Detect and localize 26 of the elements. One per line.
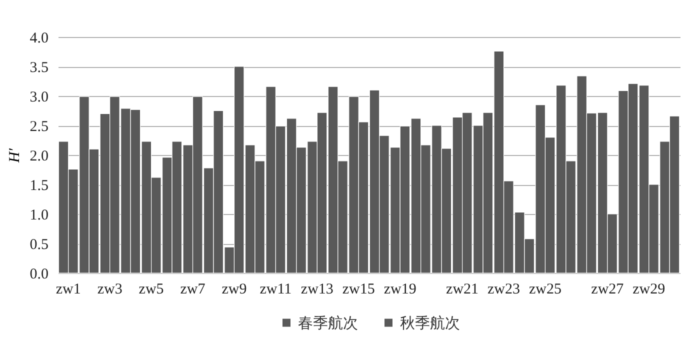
y-tick-label: 2.5 xyxy=(30,119,48,135)
x-tick-label: zw9 xyxy=(222,282,247,298)
x-tick-label: zw7 xyxy=(180,282,206,298)
y-tick-label: 1.5 xyxy=(30,178,48,194)
y-tick-label: 2.0 xyxy=(30,148,48,164)
x-tick-label: zw5 xyxy=(138,282,164,298)
y-tick-label: 0.5 xyxy=(30,237,48,253)
y-tick-label: 4.0 xyxy=(30,30,48,46)
x-tick-label: zw1 xyxy=(56,282,81,298)
y-tick-label: 3.5 xyxy=(30,60,48,76)
legend-label: 春季航次 xyxy=(298,314,358,332)
y-tick-label: 3.0 xyxy=(30,90,48,106)
x-tick-label: zw15 xyxy=(342,282,375,298)
x-tick-label: zw29 xyxy=(632,282,666,298)
y-axis-title: H′ xyxy=(6,148,23,164)
legend-label: 秋季航次 xyxy=(400,314,460,332)
y-tick-label: 0.0 xyxy=(30,266,48,282)
x-tick-label: zw23 xyxy=(488,282,520,298)
x-tick-label: zw19 xyxy=(384,282,416,298)
x-tick-label: zw11 xyxy=(260,282,292,298)
x-tick-label: zw27 xyxy=(591,282,624,298)
x-tick-label: zw25 xyxy=(528,282,562,298)
x-tick-label: zw21 xyxy=(446,282,479,298)
y-tick-label: 1.0 xyxy=(30,208,48,224)
x-tick-label: zw13 xyxy=(300,282,334,298)
x-tick-label: zw3 xyxy=(97,282,122,298)
